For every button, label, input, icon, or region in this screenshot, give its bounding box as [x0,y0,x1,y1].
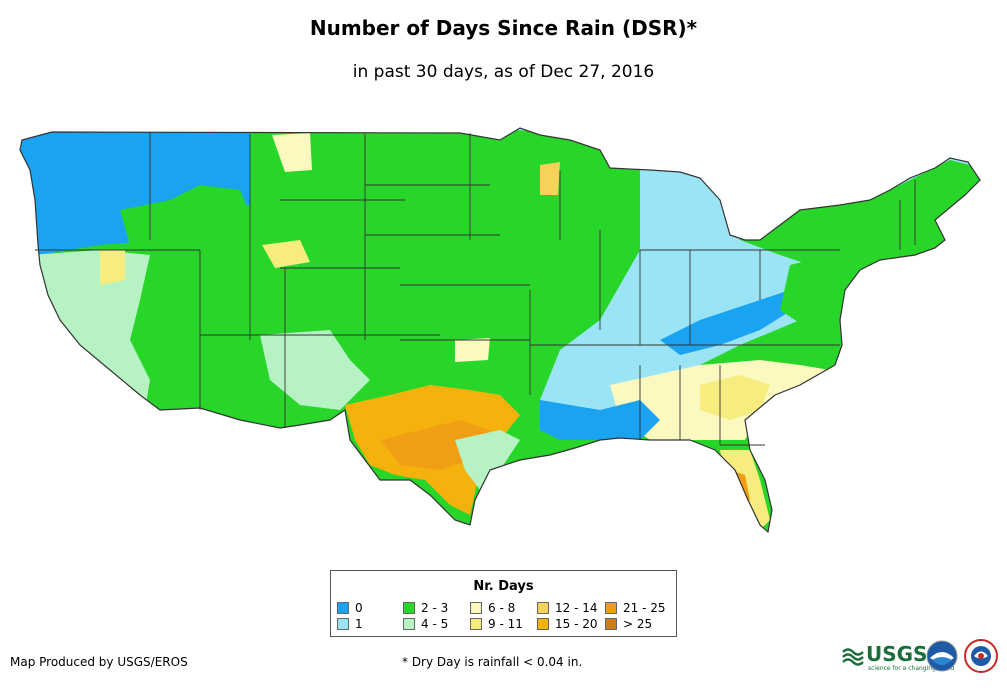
state-boundaries [35,132,916,446]
legend-swatch [537,602,549,614]
legend-item: 0 [337,601,363,615]
nws-logo-icon [964,639,998,673]
legend-swatch [537,618,549,630]
legend-item: 6 - 8 [470,601,515,615]
legend-item: 15 - 20 [537,617,598,631]
map-credit: Map Produced by USGS/EROS [10,655,188,669]
legend-item: 1 [337,617,363,631]
legend-swatch [337,618,349,630]
legend-swatch [337,602,349,614]
usgs-logo-icon [842,648,864,666]
map-subtitle: in past 30 days, as of Dec 27, 2016 [352,62,655,82]
usgs-tagline: science for a changing world [868,665,955,672]
agency-logos: USGS science for a changing world [842,638,1002,678]
legend-swatch [605,602,617,614]
legend-swatch [470,618,482,630]
legend-item: 21 - 25 [605,601,666,615]
legend: Nr. Days 0 1 2 - 3 4 - 5 6 - 8 9 - 11 12… [330,570,677,637]
map-title: Number of Days Since Rain (DSR)* [309,16,698,40]
legend-item: 4 - 5 [403,617,448,631]
legend-item: 2 - 3 [403,601,448,615]
dry-day-note: * Dry Day is rainfall < 0.04 in. [402,655,583,669]
legend-item: > 25 [605,617,652,631]
noaa-logo-icon [926,640,958,672]
legend-swatch [403,602,415,614]
legend-swatch [605,618,617,630]
legend-swatch [470,602,482,614]
usgs-logo-text: USGS [866,642,928,666]
legend-title: Nr. Days [473,579,534,594]
legend-swatch [403,618,415,630]
legend-item: 12 - 14 [537,601,598,615]
legend-item: 9 - 11 [470,617,523,631]
